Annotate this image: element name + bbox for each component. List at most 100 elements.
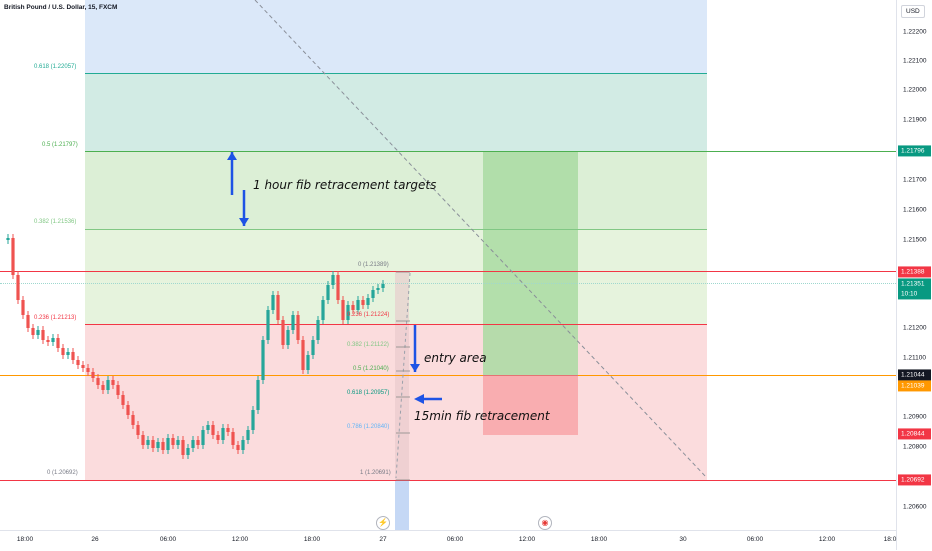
time-axis[interactable]: 18:00 26 06:00 12:00 18:00 27 06:00 12:0…: [0, 530, 896, 551]
candle-body: [76, 360, 80, 365]
candle-body: [201, 430, 205, 445]
fib-1h-label-0382: 0.382 (1.21536): [34, 219, 77, 225]
candle-body: [376, 288, 380, 290]
price-badge-entry: 1.21044: [898, 369, 931, 381]
candle-body: [116, 385, 120, 395]
price-tick: 1.20900: [903, 413, 927, 421]
resistance-line[interactable]: [0, 271, 896, 272]
candle-body: [181, 440, 185, 455]
candle-body: [191, 440, 195, 448]
candle-body: [261, 340, 265, 380]
candle-body: [331, 275, 335, 285]
trend-line: [254, 0, 708, 479]
candle-body: [171, 438, 175, 445]
candle-body: [81, 365, 85, 368]
candle-body: [356, 300, 360, 310]
entry-line[interactable]: [0, 375, 896, 376]
fib15-annotation[interactable]: 15min fib retracement: [414, 409, 550, 423]
candle-body: [276, 295, 280, 320]
stop-zone[interactable]: [483, 375, 578, 435]
candle-body: [51, 338, 55, 342]
time-label: 06:00: [746, 536, 764, 543]
price-tick: 1.22100: [903, 57, 927, 65]
price-tick: 1.21200: [903, 324, 927, 332]
arrow-up-head: [227, 152, 237, 160]
price-badge-target: 1.21796: [898, 145, 931, 157]
fib-15m-label-0618: 0.618 (1.20957): [347, 390, 390, 396]
profit-zone[interactable]: [483, 151, 578, 375]
fib-line-0382[interactable]: [85, 229, 707, 230]
fib-line-05[interactable]: [85, 151, 896, 152]
candle-body: [21, 300, 25, 315]
lightning-icon[interactable]: ⚡: [376, 516, 390, 530]
candle-body: [311, 340, 315, 355]
arrow-down-head: [239, 218, 249, 226]
time-label: 27: [379, 536, 387, 543]
price-badge-current: 1.21351: [898, 278, 931, 290]
candle-body: [346, 305, 350, 320]
time-label: 12:00: [231, 536, 249, 543]
candle-body: [151, 440, 155, 448]
candle-body: [66, 352, 70, 355]
candle-body: [6, 238, 10, 240]
price-badge-stop: 1.20844: [898, 428, 931, 440]
targets-annotation[interactable]: 1 hour fib retracement targets: [253, 178, 437, 192]
candle-body: [231, 432, 235, 445]
fib-1h-label-0: 0 (1.20692): [47, 470, 78, 476]
candle-body: [216, 435, 220, 440]
fib-15m-label-0786: 0.786 (1.20840): [347, 424, 390, 430]
candle-body: [296, 315, 300, 340]
candle-body: [266, 310, 270, 340]
candle-body: [316, 320, 320, 340]
fib-15m-label-0382: 0.382 (1.21122): [347, 342, 389, 348]
time-label: 18:00: [16, 536, 34, 543]
candle-body: [86, 368, 90, 372]
candle-body: [41, 330, 45, 340]
currency-button[interactable]: USD: [901, 5, 925, 18]
candle-body: [361, 300, 365, 305]
candle-body: [156, 442, 160, 448]
candle-body: [136, 425, 140, 435]
candle-body: [166, 438, 170, 450]
fib-line-0236[interactable]: [85, 324, 707, 325]
fib-1h-label-0236: 0.236 (1.21213): [34, 315, 77, 321]
fib15-connector: [395, 272, 411, 479]
candle-body: [241, 440, 245, 450]
price-badge-resistance: 1.21388: [898, 266, 931, 278]
candle-body: [16, 275, 20, 300]
candle-body: [256, 380, 260, 410]
support-line[interactable]: [0, 480, 896, 481]
candle-body: [301, 340, 305, 370]
arrow-left-head: [414, 394, 424, 404]
candle-body: [26, 315, 30, 328]
symbol-title[interactable]: British Pound / U.S. Dollar, 15, FXCM: [4, 4, 118, 11]
candle-body: [11, 238, 15, 275]
price-badge-countdown: 10:10: [898, 288, 931, 300]
candle-body: [371, 290, 375, 298]
candle-body: [101, 385, 105, 390]
price-tick: 1.20800: [903, 443, 927, 451]
fib-line-0618[interactable]: [85, 73, 707, 74]
candle-body: [176, 440, 180, 445]
candle-body: [321, 300, 325, 320]
candle-body: [36, 330, 40, 335]
price-tick: 1.21900: [903, 116, 927, 124]
time-label: 12:00: [818, 536, 836, 543]
candle-body: [206, 425, 210, 430]
candle-body: [351, 305, 355, 310]
fib-zone-green: [85, 151, 707, 229]
candle-body: [271, 295, 275, 310]
chart-area[interactable]: 0.618 (1.22057) 0.5 (1.21797) 0.382 (1.2…: [0, 0, 896, 530]
candle-body: [61, 348, 65, 355]
candle-body: [341, 300, 345, 320]
entry-annotation[interactable]: entry area: [424, 351, 487, 365]
candle-body: [96, 378, 100, 385]
candle-body: [366, 298, 370, 305]
candle-body: [106, 380, 110, 390]
candle-body: [221, 428, 225, 440]
candle-body: [126, 405, 130, 415]
price-axis[interactable]: USD 1.22200 1.22100 1.22000 1.21900 1.21…: [896, 0, 932, 550]
flag-icon[interactable]: ◉: [538, 516, 552, 530]
price-tick: 1.20600: [903, 503, 927, 511]
candlestick-series: [6, 0, 708, 481]
